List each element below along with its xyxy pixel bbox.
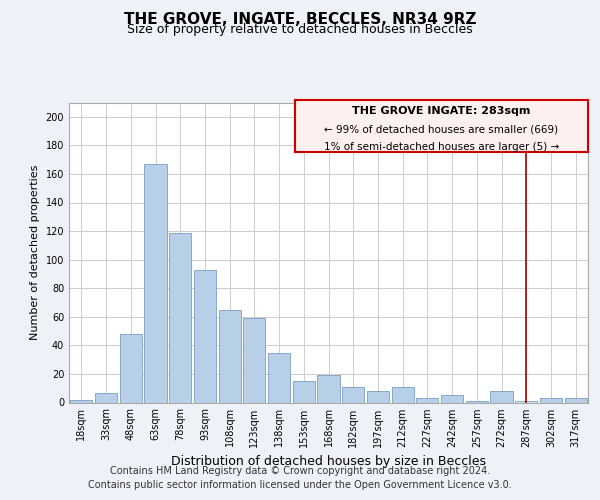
Bar (466, 401, 488, 402)
Text: Contains HM Land Registry data © Crown copyright and database right 2024.: Contains HM Land Registry data © Crown c… (110, 466, 490, 476)
Bar (565, 398, 587, 402)
Text: THE GROVE INGATE: 283sqm: THE GROVE INGATE: 283sqm (352, 106, 530, 116)
Text: THE GROVE, INGATE, BECCLES, NR34 9RZ: THE GROVE, INGATE, BECCLES, NR34 9RZ (124, 12, 476, 28)
Text: 1% of semi-detached houses are larger (5) →: 1% of semi-detached houses are larger (5… (324, 142, 559, 152)
Bar (342, 387, 364, 402)
Bar (95, 392, 117, 402)
Bar (293, 381, 315, 402)
Bar (243, 318, 265, 402)
X-axis label: Distribution of detached houses by size in Beccles: Distribution of detached houses by size … (171, 455, 486, 468)
Bar (392, 387, 414, 402)
Bar (268, 352, 290, 403)
Bar (367, 391, 389, 402)
Bar (540, 398, 562, 402)
Bar (490, 391, 512, 402)
Text: Contains public sector information licensed under the Open Government Licence v3: Contains public sector information licen… (88, 480, 512, 490)
Text: ← 99% of detached houses are smaller (669): ← 99% of detached houses are smaller (66… (325, 125, 559, 135)
Bar (416, 398, 439, 402)
Bar (194, 270, 216, 402)
Bar (441, 396, 463, 402)
Bar (119, 334, 142, 402)
Text: Size of property relative to detached houses in Beccles: Size of property relative to detached ho… (127, 24, 473, 36)
Bar (218, 310, 241, 402)
Y-axis label: Number of detached properties: Number of detached properties (30, 165, 40, 340)
Bar (145, 164, 167, 402)
Bar (70, 400, 92, 402)
Bar (515, 401, 538, 402)
Bar (169, 232, 191, 402)
Bar (317, 376, 340, 402)
